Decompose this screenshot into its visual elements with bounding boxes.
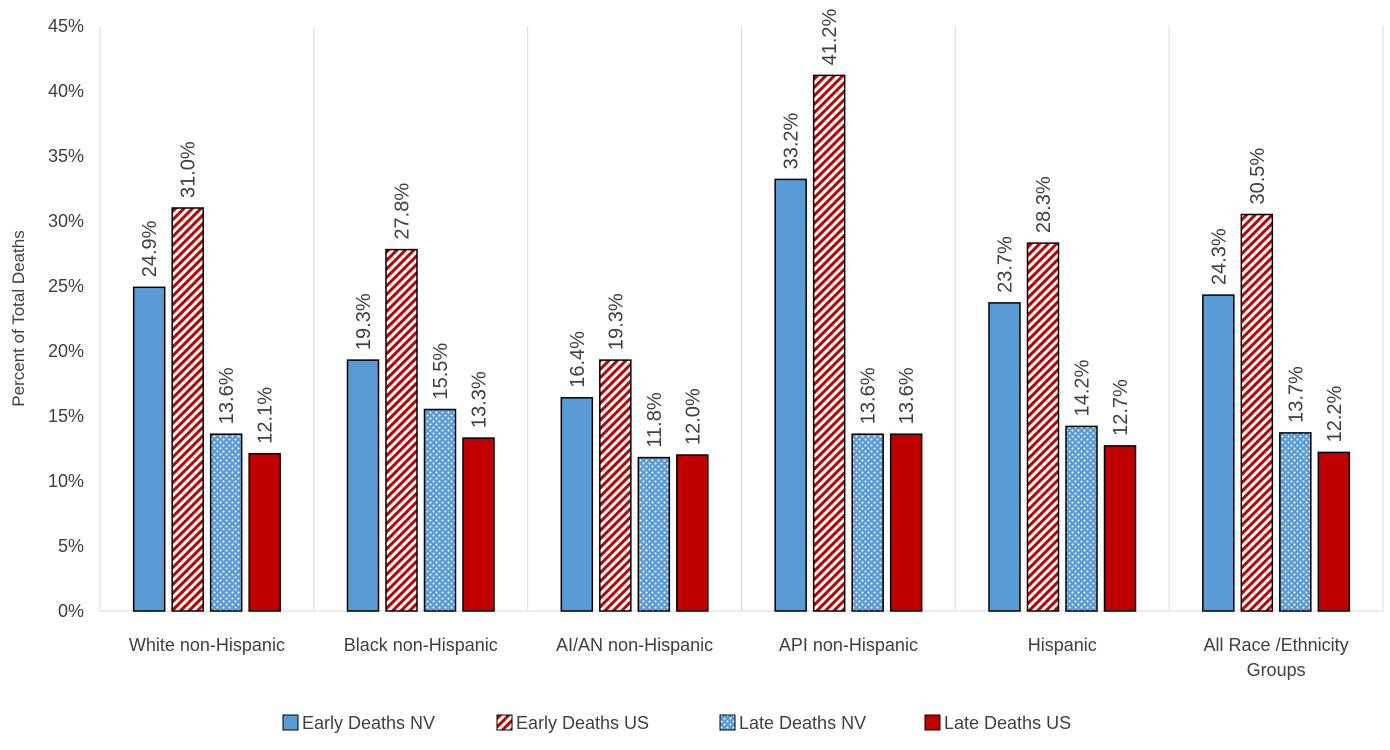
legend-swatch: [283, 715, 298, 730]
bar: [1105, 446, 1136, 611]
bar: [814, 75, 845, 611]
y-tick-label: 30%: [48, 211, 84, 231]
x-tick-label: Black non-Hispanic: [344, 635, 498, 655]
y-tick-label: 0%: [58, 601, 84, 621]
bar: [1028, 243, 1059, 611]
legend-label: Early Deaths NV: [302, 713, 435, 733]
bar: [638, 458, 669, 611]
data-label: 27.8%: [392, 183, 414, 240]
data-label: 19.3%: [353, 293, 375, 350]
data-label: 41.2%: [819, 8, 841, 65]
bar: [561, 398, 592, 611]
data-label: 19.3%: [605, 293, 627, 350]
bar: [677, 455, 708, 611]
y-tick-label: 20%: [48, 341, 84, 361]
data-label: 12.0%: [682, 388, 704, 445]
bar: [852, 434, 883, 611]
labels-layer: 24.9% 19.3% 16.4% 33.2% 23.7% 24.3% 31.0% 27.8%…: [139, 8, 1346, 447]
data-label: 23.7%: [995, 236, 1017, 293]
data-label: 13.3%: [469, 371, 491, 428]
data-label: 13.6%: [896, 367, 918, 424]
bar: [1066, 426, 1097, 611]
data-label: 14.2%: [1072, 359, 1094, 416]
grid-layer: [100, 26, 1383, 611]
data-label: 12.1%: [255, 387, 277, 444]
bar: [348, 360, 379, 611]
x-tick-label: AI/AN non-Hispanic: [556, 635, 713, 655]
data-label: 12.7%: [1110, 379, 1132, 436]
bar: [463, 438, 494, 611]
legend-swatch: [497, 715, 512, 730]
bar: [1280, 433, 1311, 611]
data-label: 24.3%: [1208, 228, 1230, 285]
legend-label: Late Deaths NV: [739, 713, 866, 733]
bar: [1203, 295, 1234, 611]
y-tick-label: 5%: [58, 536, 84, 556]
y-tick-label: 40%: [48, 81, 84, 101]
data-label: 24.9%: [139, 220, 161, 277]
data-label: 11.8%: [644, 392, 666, 447]
legend-swatch: [720, 715, 735, 730]
data-label: 31.0%: [178, 141, 200, 198]
data-label: 33.2%: [781, 112, 803, 169]
data-label: 16.4%: [567, 331, 589, 388]
y-tick-label: 25%: [48, 276, 84, 296]
bar: [1241, 215, 1272, 612]
bar: [249, 454, 280, 611]
y-tick-label: 10%: [48, 471, 84, 491]
bar: [891, 434, 922, 611]
legend-swatch: [925, 715, 940, 730]
data-label: 13.6%: [858, 367, 880, 424]
data-label: 30.5%: [1247, 148, 1269, 205]
bar: [600, 360, 631, 611]
bar: [775, 179, 806, 611]
bar: [1318, 452, 1349, 611]
y-tick-label: 45%: [48, 16, 84, 36]
data-label: 13.6%: [216, 367, 238, 424]
y-tick-label: 15%: [48, 406, 84, 426]
bar: [386, 250, 417, 611]
bar: [211, 434, 242, 611]
x-tick-label: White non-Hispanic: [129, 635, 285, 655]
x-tick-label: Hispanic: [1028, 635, 1097, 655]
y-tick-label: 35%: [48, 146, 84, 166]
legend-label: Early Deaths US: [516, 713, 649, 733]
bar: [172, 208, 203, 611]
legend-label: Late Deaths US: [944, 713, 1071, 733]
x-tick-label: API non-Hispanic: [779, 635, 918, 655]
y-axis-title: Percent of Total Deaths: [9, 230, 28, 406]
legend-layer: Early Deaths NV Early Deaths US Late Death…: [283, 713, 1071, 733]
data-label: 12.2%: [1324, 385, 1346, 442]
x-tick-label: All Race /Ethnicity: [1204, 635, 1349, 655]
data-label: 28.3%: [1033, 176, 1055, 233]
data-label: 13.7%: [1285, 366, 1307, 423]
x-tick-label: Groups: [1247, 660, 1306, 680]
data-label: 15.5%: [430, 343, 452, 400]
bar: [425, 410, 456, 612]
bar: [989, 303, 1020, 611]
bar: [134, 287, 165, 611]
